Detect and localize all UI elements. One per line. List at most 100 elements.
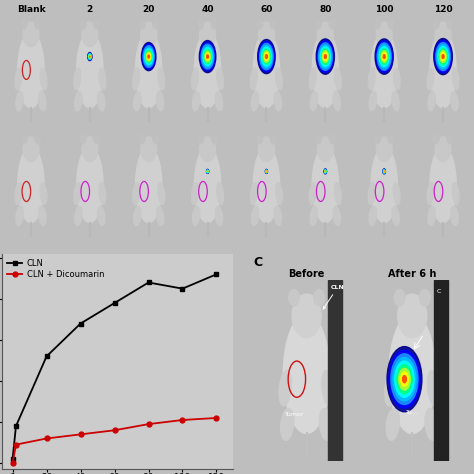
Ellipse shape: [276, 68, 283, 90]
Circle shape: [263, 49, 270, 64]
Ellipse shape: [139, 20, 145, 29]
Ellipse shape: [191, 183, 198, 205]
Ellipse shape: [333, 206, 340, 226]
Ellipse shape: [317, 137, 333, 161]
Ellipse shape: [253, 147, 280, 223]
Ellipse shape: [310, 91, 318, 111]
Ellipse shape: [433, 20, 439, 29]
Ellipse shape: [99, 183, 106, 205]
Circle shape: [380, 49, 388, 64]
Ellipse shape: [376, 137, 392, 161]
Circle shape: [324, 170, 326, 173]
Ellipse shape: [393, 68, 400, 90]
Ellipse shape: [312, 32, 338, 108]
CLN + Dicoumarin: [13, 442, 19, 447]
CLN + Dicoumarin: [44, 436, 49, 441]
Ellipse shape: [335, 68, 341, 90]
Ellipse shape: [310, 206, 318, 226]
Ellipse shape: [77, 32, 103, 108]
Circle shape: [201, 44, 214, 69]
Circle shape: [205, 51, 210, 62]
Ellipse shape: [139, 135, 145, 144]
Ellipse shape: [23, 137, 39, 161]
CLN + Dicoumarin: [180, 417, 185, 423]
Circle shape: [266, 170, 267, 173]
Circle shape: [142, 43, 156, 71]
Ellipse shape: [376, 22, 392, 46]
Circle shape: [203, 48, 212, 65]
Ellipse shape: [257, 20, 263, 29]
Ellipse shape: [430, 32, 456, 108]
Title: 100: 100: [375, 5, 393, 14]
Ellipse shape: [271, 135, 276, 144]
Ellipse shape: [427, 68, 434, 90]
Legend: CLN, CLN + Dicoumarin: CLN, CLN + Dicoumarin: [7, 258, 105, 280]
Circle shape: [146, 50, 152, 63]
Circle shape: [262, 47, 271, 66]
Ellipse shape: [16, 206, 23, 226]
Ellipse shape: [23, 22, 39, 46]
Ellipse shape: [156, 206, 164, 226]
Ellipse shape: [35, 20, 41, 29]
Ellipse shape: [452, 183, 459, 205]
Circle shape: [325, 171, 326, 172]
Ellipse shape: [428, 91, 435, 111]
Circle shape: [260, 43, 273, 70]
Ellipse shape: [310, 68, 316, 90]
Circle shape: [200, 42, 215, 71]
Ellipse shape: [451, 91, 458, 111]
Circle shape: [259, 41, 274, 72]
Ellipse shape: [74, 68, 81, 90]
Circle shape: [442, 55, 444, 59]
Ellipse shape: [433, 135, 439, 144]
Circle shape: [145, 49, 153, 64]
Circle shape: [207, 55, 209, 58]
CLN: [112, 300, 118, 306]
Title: 40: 40: [201, 5, 214, 14]
Circle shape: [261, 45, 272, 68]
Ellipse shape: [39, 91, 46, 111]
CLN: [44, 354, 49, 359]
Ellipse shape: [250, 183, 257, 205]
Circle shape: [143, 46, 155, 67]
Circle shape: [377, 43, 391, 70]
Ellipse shape: [368, 68, 375, 90]
Title: 120: 120: [434, 5, 452, 14]
Circle shape: [378, 45, 390, 68]
Circle shape: [204, 49, 211, 64]
Circle shape: [381, 51, 387, 63]
Ellipse shape: [16, 91, 23, 111]
Text: After 6 h: After 6 h: [388, 269, 437, 279]
Ellipse shape: [141, 22, 157, 46]
CLN: [10, 456, 16, 462]
Ellipse shape: [94, 135, 100, 144]
Ellipse shape: [258, 22, 274, 46]
Ellipse shape: [194, 147, 221, 223]
Circle shape: [434, 38, 452, 74]
Title: 60: 60: [260, 5, 273, 14]
Circle shape: [266, 170, 267, 173]
Ellipse shape: [75, 206, 82, 226]
Title: Blank: Blank: [17, 5, 45, 14]
Ellipse shape: [18, 147, 44, 223]
Ellipse shape: [335, 183, 341, 205]
Ellipse shape: [198, 135, 203, 144]
Circle shape: [207, 170, 208, 173]
Ellipse shape: [15, 183, 22, 205]
Ellipse shape: [430, 147, 456, 223]
Ellipse shape: [271, 20, 276, 29]
Ellipse shape: [217, 183, 224, 205]
Line: CLN + Dicoumarin: CLN + Dicoumarin: [10, 416, 219, 465]
Circle shape: [316, 39, 334, 74]
CLN: [146, 280, 151, 285]
CLN + Dicoumarin: [112, 428, 118, 433]
Ellipse shape: [333, 91, 340, 111]
Ellipse shape: [82, 137, 98, 161]
Ellipse shape: [74, 183, 81, 205]
Circle shape: [89, 55, 91, 58]
Ellipse shape: [452, 68, 459, 90]
Ellipse shape: [374, 20, 380, 29]
Ellipse shape: [312, 147, 338, 223]
Circle shape: [435, 40, 451, 73]
Ellipse shape: [136, 147, 162, 223]
